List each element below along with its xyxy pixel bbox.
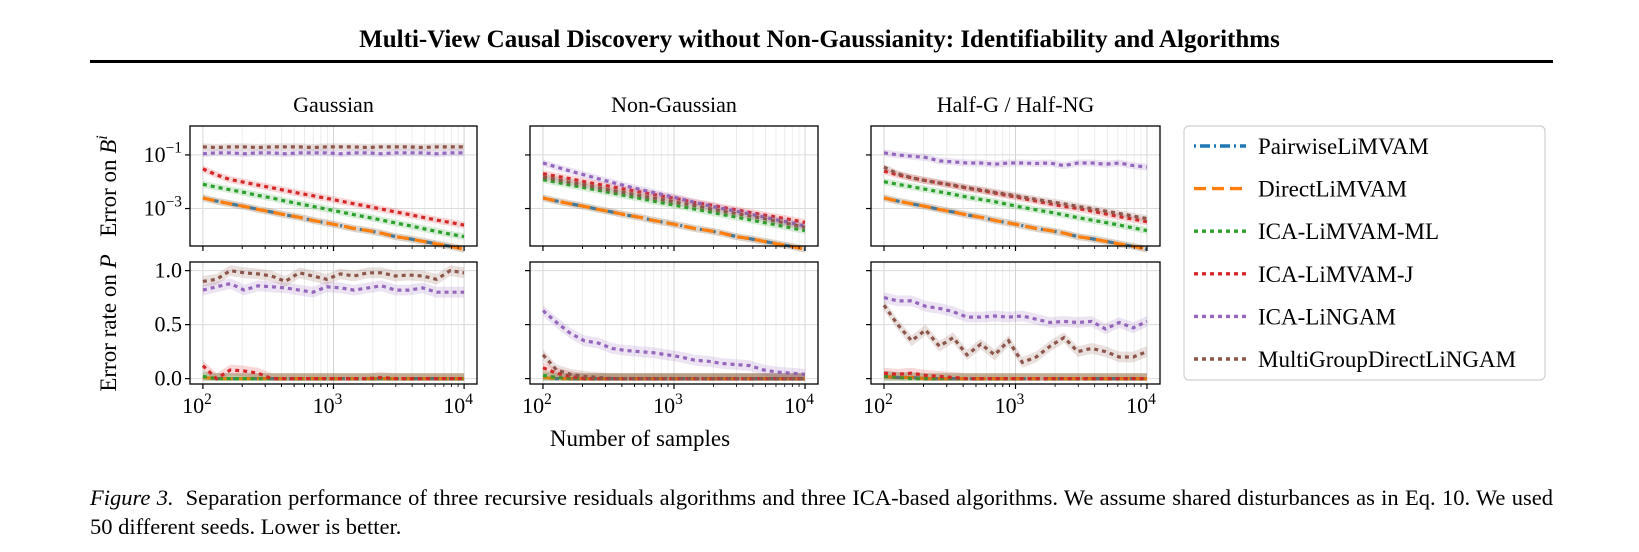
legend-label-pairwiselimvam: PairwiseLiMVAM [1258,134,1429,159]
x-tick-label: 102 [182,391,212,418]
caption-text: Separation performance of three recursiv… [90,485,1553,539]
y-tick-label: 0.5 [155,312,183,337]
panel-row2-col3: 102 103 104 [863,261,1161,418]
y-axis-label-error-rate-on-p: Error rate on P [96,254,121,391]
y-tick-label: 1.0 [155,258,183,283]
page-header-title: Multi-View Causal Discovery without Non-… [359,26,1280,53]
legend-label-multigroupdirectlingam: MultiGroupDirectLiNGAM [1258,347,1516,372]
panel-grid [190,262,477,384]
caption-label: Figure 3. [90,485,174,510]
x-tick-label: 104 [1126,391,1156,418]
series-line-ica-lingam [542,161,806,228]
panel-non-gaussian: Non-Gaussian [525,92,819,253]
x-tick-label: 103 [653,391,683,418]
series-line-ica-limvam-j [201,364,465,381]
band-ica-lingam [543,305,805,380]
x-tick-label: 104 [443,391,473,418]
series-line-multigroupdirectlingam [882,304,1148,365]
panel-grid [190,126,477,246]
x-tick-label: 103 [313,391,343,418]
band-multigroupdirectlingam [543,349,805,381]
y-tick-label: 10−1 [144,140,182,167]
series-line-ica-limvam-j [883,371,1147,381]
band-ica-limvam-j [543,362,805,381]
x-axis-label: Number of samples [550,426,730,451]
series-line-directlimvam [883,196,1148,251]
y-axis-label-error-on-b: Error on Bi [94,135,121,237]
panel-half-g-half-ng: Half-G / Half-NG [866,92,1161,253]
legend-label-ica-limvam-j: ICA-LiMVAM-J [1258,262,1414,287]
panel-grid [871,262,1160,384]
x-tick-label: 103 [995,391,1025,418]
series-line-multigroupdirectlingam [202,145,465,150]
band-ica-lingam [884,149,1147,171]
panel-grid [530,262,818,384]
legend-frame [1183,125,1546,381]
band-ica-lingam [202,278,465,298]
figure-chart: Gaussian 10−1 10−3 Non-Gaussian Half-G / Hal… [94,92,1546,451]
panel-gaussian: Gaussian 10−1 10−3 [144,92,478,253]
series-line-directlimvam [542,196,806,251]
series-line-directlimvam [202,196,465,251]
legend-label-ica-limvam-ml: ICA-LiMVAM-ML [1258,219,1439,244]
panel-title: Half-G / Half-NG [937,92,1095,117]
panel-title: Non-Gaussian [611,92,737,117]
panel-grid [871,126,1160,246]
legend-label-ica-lingam: ICA-LiNGAM [1258,304,1396,329]
panel-row2-col2: 102 103 104 [522,261,819,418]
series-line-ica-lingam [202,151,465,156]
legend: PairwiseLiMVAM DirectLiMVAM ICA-LiMVAM-ML I… [1183,125,1546,381]
figure-caption: Figure 3. Separation performance of three… [90,483,1553,541]
series-line-multigroupdirectlingam [883,165,1148,221]
band-ica-limvam-j [884,167,1147,226]
legend-label-directlimvam: DirectLiMVAM [1258,177,1407,202]
y-tick-label: 0.0 [155,366,183,391]
band-ica-limvam-ml [202,180,465,241]
header-rule [90,60,1553,63]
series-line-multigroupdirectlingam [541,353,805,381]
series-line-ica-lingam [883,296,1148,331]
x-tick-label: 102 [522,391,552,418]
x-tick-label: 102 [863,391,893,418]
band-multigroupdirectlingam [543,173,805,231]
panel-title: Gaussian [293,92,374,117]
x-tick-label: 104 [784,391,814,418]
series-line-multigroupdirectlingam [202,268,465,284]
y-tick-label: 10−3 [144,193,183,220]
